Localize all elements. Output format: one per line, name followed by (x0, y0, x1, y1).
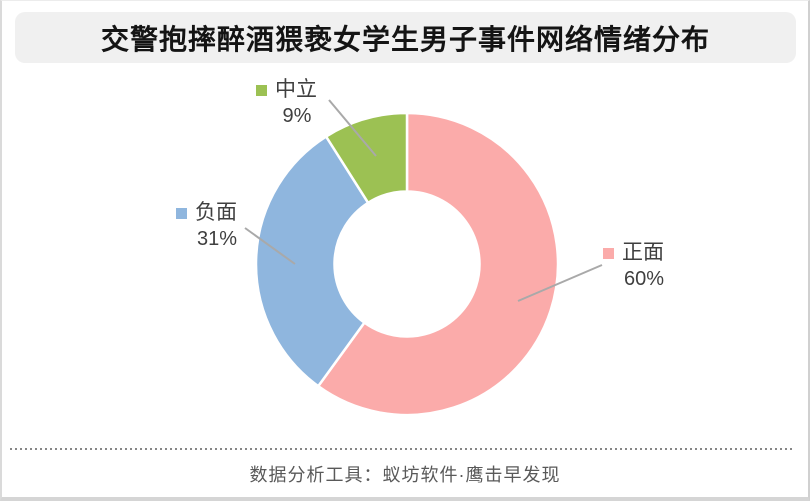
negative-percent: 31% (196, 228, 238, 250)
callout-neutral: 中立 9% (256, 78, 319, 127)
donut-slices (254, 111, 560, 417)
callout-positive: 正面 60% (603, 241, 666, 290)
positive-label: 正面 (622, 241, 664, 264)
negative-label: 负面 (195, 201, 237, 224)
leader-line-negative (244, 227, 296, 265)
leader-line-neutral (328, 99, 377, 157)
footer-credit: 数据分析工具：蚁坊软件·鹰击早发现 (249, 465, 561, 485)
donut-slice-1 (254, 135, 370, 388)
positive-percent: 60% (623, 268, 665, 290)
leader-line-positive (517, 264, 603, 302)
dotted-divider (10, 448, 795, 450)
chart-title-banner: 交警抱摔醉酒猥亵女学生男子事件网络情绪分布 (15, 12, 796, 63)
negative-swatch (176, 207, 187, 219)
positive-swatch (603, 247, 614, 259)
callout-negative: 负面 31% (176, 201, 239, 250)
donut-slice-2 (324, 111, 409, 205)
chart-title: 交警抱摔醉酒猥亵女学生男子事件网络情绪分布 (100, 23, 710, 55)
neutral-swatch (256, 84, 267, 96)
neutral-label: 中立 (275, 78, 317, 101)
donut-slice-0 (316, 111, 560, 417)
neutral-percent: 9% (282, 105, 312, 127)
